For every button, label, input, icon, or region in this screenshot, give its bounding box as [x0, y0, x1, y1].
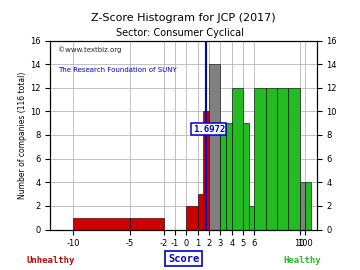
Bar: [198, 194, 203, 230]
Bar: [306, 182, 311, 229]
Bar: [266, 88, 277, 229]
Bar: [255, 88, 266, 229]
Bar: [209, 64, 220, 230]
Bar: [226, 135, 232, 230]
Text: Unhealthy: Unhealthy: [26, 256, 75, 265]
Bar: [226, 123, 232, 230]
Bar: [130, 218, 164, 230]
Text: Sector: Consumer Cyclical: Sector: Consumer Cyclical: [116, 28, 244, 38]
Bar: [288, 88, 300, 229]
Bar: [220, 123, 226, 230]
Text: ©www.textbiz.org: ©www.textbiz.org: [58, 46, 122, 53]
Bar: [73, 218, 130, 230]
Text: 1.6972: 1.6972: [193, 124, 225, 134]
Bar: [277, 88, 288, 229]
Bar: [203, 111, 209, 230]
Bar: [300, 182, 306, 229]
Bar: [243, 123, 249, 230]
Title: Z-Score Histogram for JCP (2017): Z-Score Histogram for JCP (2017): [91, 13, 276, 23]
Y-axis label: Number of companies (116 total): Number of companies (116 total): [18, 71, 27, 199]
Text: Healthy: Healthy: [284, 256, 321, 265]
Bar: [232, 88, 243, 229]
Bar: [249, 206, 255, 230]
Bar: [186, 206, 198, 230]
Bar: [220, 123, 226, 230]
X-axis label: Score: Score: [168, 254, 199, 264]
Text: The Research Foundation of SUNY: The Research Foundation of SUNY: [58, 67, 177, 73]
